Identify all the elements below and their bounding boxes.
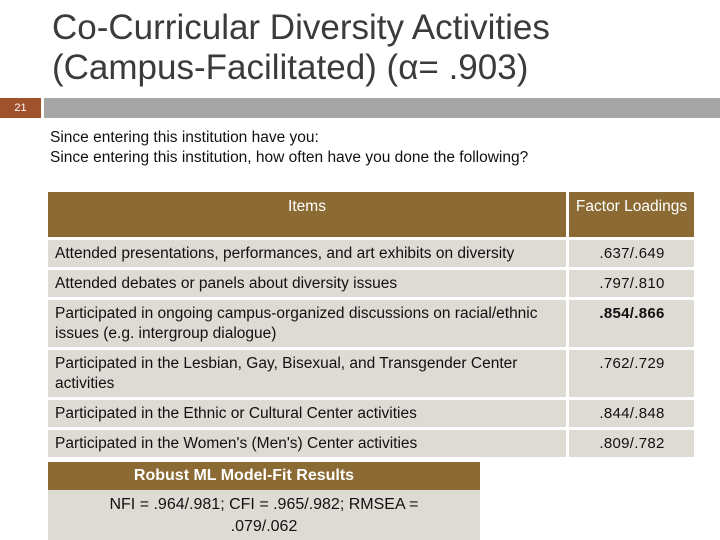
table-header-row: Items Factor Loadings [48,192,694,239]
loading-cell: .637/.649 [566,237,694,269]
model-fit-line-2: .079/.062 [230,518,298,535]
factor-loadings-table: Items Factor Loadings Attended presentat… [48,192,694,457]
header-factor-loadings: Factor Loadings [566,192,694,239]
item-cell: Participated in the Ethnic or Cultural C… [48,397,568,429]
item-cell: Participated in the Lesbian, Gay, Bisexu… [48,347,568,399]
model-fit-title: Robust ML Model-Fit Results [48,462,480,490]
slide-title: Co-Curricular Diversity Activities (Camp… [52,8,712,88]
model-fit-box: Robust ML Model-Fit Results NFI = .964/.… [48,462,480,540]
intro-line-1: Since entering this institution have you… [50,129,319,146]
table-row: Participated in the Lesbian, Gay, Bisexu… [48,347,694,399]
title-band-bar [44,98,720,118]
table-row: Participated in the Women's (Men's) Cent… [48,427,694,457]
intro-line-2: Since entering this institution, how oft… [50,149,529,166]
slide-title-line-1: Co-Curricular Diversity Activities [52,8,550,47]
title-band: 21 [0,98,720,118]
item-cell: Participated in the Women's (Men's) Cent… [48,427,568,457]
model-fit-body: NFI = .964/.981; CFI = .965/.982; RMSEA … [48,490,480,538]
loading-cell: .844/.848 [566,397,694,429]
intro-text: Since entering this institution have you… [50,128,710,168]
loading-cell: .854/.866 [566,297,694,349]
loading-cell: .797/.810 [566,267,694,299]
table-row: Attended presentations, performances, an… [48,237,694,269]
table-row: Attended debates or panels about diversi… [48,267,694,299]
table-row: Participated in the Ethnic or Cultural C… [48,397,694,429]
loading-cell: .762/.729 [566,347,694,399]
loading-cell: .809/.782 [566,427,694,457]
table-row: Participated in ongoing campus-organized… [48,297,694,349]
slide-title-line-2: (Campus-Facilitated) (α= .903) [52,48,529,87]
model-fit-line-1: NFI = .964/.981; CFI = .965/.982; RMSEA … [109,496,419,513]
slide-number: 21 [0,98,41,118]
header-items: Items [48,192,568,239]
item-cell: Participated in ongoing campus-organized… [48,297,568,349]
item-cell: Attended debates or panels about diversi… [48,267,568,299]
item-cell: Attended presentations, performances, an… [48,237,568,269]
